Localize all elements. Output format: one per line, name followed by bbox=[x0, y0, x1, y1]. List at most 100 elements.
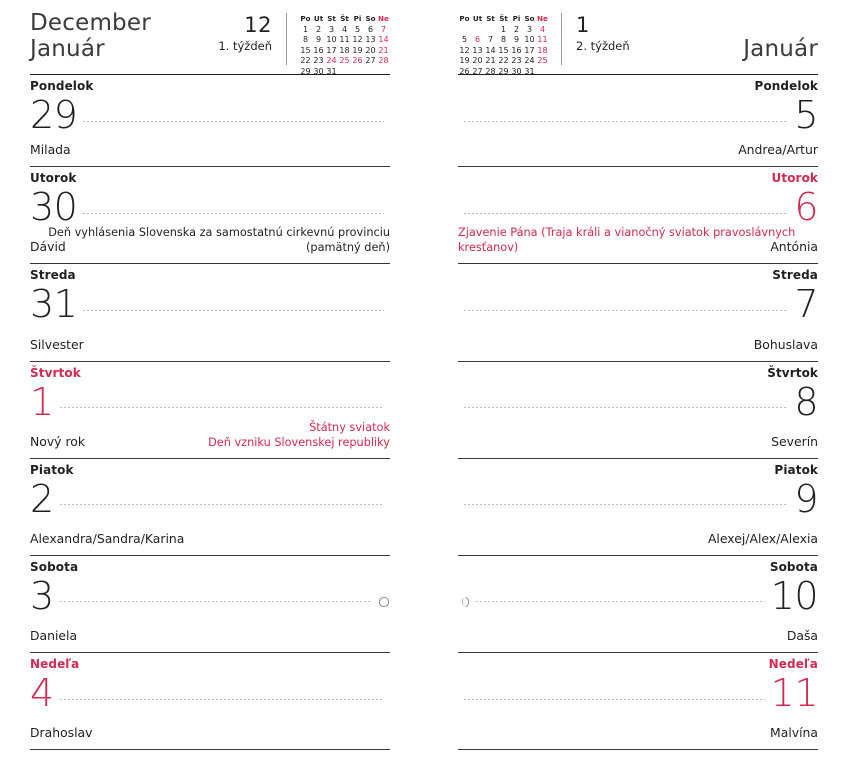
mini-day-cell[interactable]: 19 bbox=[459, 56, 470, 66]
mini-day-cell[interactable]: 31 bbox=[524, 67, 535, 77]
mini-day-cell[interactable]: 8 bbox=[500, 35, 507, 45]
writing-line[interactable] bbox=[464, 698, 765, 700]
day-weekday: Piatok bbox=[30, 462, 74, 477]
mini-day-cell[interactable]: 15 bbox=[300, 45, 311, 55]
mini-day-cell[interactable]: 24 bbox=[326, 56, 337, 66]
mini-day-cell[interactable]: 20 bbox=[472, 56, 483, 66]
day-weekday: Piatok bbox=[774, 462, 818, 477]
mini-day-cell[interactable]: 10 bbox=[524, 35, 535, 45]
mini-day-cell[interactable]: 6 bbox=[367, 24, 374, 34]
mini-day-cell[interactable]: 30 bbox=[313, 67, 324, 77]
mini-day-cell[interactable]: 25 bbox=[339, 56, 350, 66]
day-row[interactable]: Nedeľa 4 Drahoslav bbox=[30, 657, 390, 751]
mini-day-cell[interactable]: 26 bbox=[352, 56, 363, 66]
mini-day-cell[interactable]: 11 bbox=[537, 35, 548, 45]
mini-day-cell[interactable]: 31 bbox=[326, 67, 337, 77]
mini-day-cell[interactable]: 27 bbox=[365, 56, 376, 66]
writing-line[interactable] bbox=[464, 407, 789, 409]
mini-day-cell[interactable]: 5 bbox=[354, 24, 361, 34]
mini-day-cell[interactable]: 29 bbox=[498, 67, 509, 77]
mini-day-cell[interactable]: 3 bbox=[526, 24, 533, 34]
mini-day-cell[interactable]: 9 bbox=[513, 35, 520, 45]
day-row[interactable]: Štvrtok 1 Nový rok Štátny sviatok Deň vzniku… bbox=[30, 366, 390, 459]
writing-line[interactable] bbox=[464, 212, 789, 214]
day-row[interactable]: Nedeľa 11 Malvína bbox=[458, 657, 819, 751]
mini-day-cell[interactable]: 4 bbox=[539, 24, 546, 34]
day-row[interactable]: Streda 7 Bohuslava bbox=[458, 268, 818, 362]
mini-day-cell[interactable]: 28 bbox=[485, 67, 496, 77]
mini-day-cell[interactable]: 9 bbox=[315, 35, 322, 45]
writing-line[interactable] bbox=[59, 601, 372, 603]
mini-day-cell[interactable]: 19 bbox=[352, 45, 363, 55]
mini-day-cell[interactable]: 14 bbox=[485, 45, 496, 55]
writing-line[interactable] bbox=[464, 504, 789, 506]
mini-day-cell[interactable]: 27 bbox=[472, 67, 483, 77]
day-row[interactable]: Streda 31 Silvester bbox=[30, 268, 390, 362]
left-day-list: Pondelok 29 Milada Utorok 30 Dávid Deň vyhláse… bbox=[30, 74, 390, 751]
mini-day-cell[interactable]: 17 bbox=[524, 45, 535, 55]
mini-day-cell[interactable] bbox=[484, 25, 497, 36]
day-row[interactable]: Sobota 3 Daniela bbox=[30, 560, 390, 654]
writing-line[interactable] bbox=[59, 407, 384, 409]
mini-day-cell[interactable] bbox=[458, 25, 471, 36]
day-row[interactable]: Piatok 2 Alexandra/Sandra/Karina bbox=[30, 463, 390, 556]
day-row[interactable]: Piatok 9 Alexej/Alex/Alexia bbox=[458, 463, 818, 556]
day-number-line: 29 bbox=[30, 91, 390, 139]
mini-day-cell[interactable]: 7 bbox=[487, 35, 494, 45]
mini-day-cell[interactable]: 18 bbox=[537, 45, 548, 55]
mini-day-cell[interactable]: 23 bbox=[313, 56, 324, 66]
day-row[interactable]: Štvrtok 8 Severín bbox=[458, 366, 818, 459]
mini-day-cell[interactable]: 12 bbox=[459, 45, 470, 55]
mini-day-cell[interactable]: 22 bbox=[498, 56, 509, 66]
mini-day-cell[interactable]: 14 bbox=[378, 35, 389, 45]
mini-day-cell[interactable]: 30 bbox=[511, 67, 522, 77]
day-row[interactable]: Sobota 10 Daša bbox=[458, 560, 819, 654]
mini-day-cell[interactable]: 11 bbox=[339, 35, 350, 45]
writing-line[interactable] bbox=[464, 120, 789, 122]
writing-line[interactable] bbox=[59, 698, 384, 700]
mini-day-cell[interactable]: 29 bbox=[300, 67, 311, 77]
day-row[interactable]: Pondelok 29 Milada bbox=[30, 74, 390, 168]
day-number: 9 bbox=[794, 476, 818, 521]
mini-day-cell[interactable]: 4 bbox=[341, 24, 348, 34]
mini-day-cell[interactable]: 21 bbox=[485, 56, 496, 66]
mini-day-cell[interactable]: 8 bbox=[302, 35, 309, 45]
mini-day-cell[interactable]: 5 bbox=[461, 35, 468, 45]
writing-line[interactable] bbox=[83, 309, 384, 311]
mini-day-cell[interactable]: 13 bbox=[472, 45, 483, 55]
mini-day-cell[interactable]: 2 bbox=[513, 24, 520, 34]
mini-day-cell[interactable]: 1 bbox=[500, 24, 507, 34]
mini-day-cell[interactable]: 18 bbox=[339, 45, 350, 55]
mini-day-cell[interactable]: 1 bbox=[302, 24, 309, 34]
mini-day-cell[interactable]: 24 bbox=[524, 56, 535, 66]
mini-day-cell[interactable] bbox=[471, 25, 484, 36]
mini-day-cell[interactable]: 22 bbox=[300, 56, 311, 66]
mini-day-cell[interactable]: 21 bbox=[378, 45, 389, 55]
day-weekday: Nedeľa bbox=[768, 657, 818, 672]
mini-day-cell[interactable]: 20 bbox=[365, 45, 376, 55]
header-divider-right bbox=[561, 13, 562, 65]
mini-day-cell[interactable]: 2 bbox=[315, 24, 322, 34]
writing-line[interactable] bbox=[464, 309, 789, 311]
mini-day-cell[interactable]: 7 bbox=[380, 24, 387, 34]
mini-day-cell[interactable]: 3 bbox=[328, 24, 335, 34]
writing-line[interactable] bbox=[476, 601, 765, 603]
mini-day-cell[interactable]: 15 bbox=[498, 45, 509, 55]
mini-day-cell[interactable]: 16 bbox=[313, 45, 324, 55]
mini-day-cell[interactable]: 26 bbox=[459, 67, 470, 77]
mini-day-cell[interactable]: 16 bbox=[511, 45, 522, 55]
day-row[interactable]: Utorok 30 Dávid Deň vyhlásenia Slovenska za… bbox=[30, 171, 390, 265]
writing-line[interactable] bbox=[83, 212, 384, 214]
day-row[interactable]: Utorok 6 Antónia Zjavenie Pána (Traja králi… bbox=[458, 171, 818, 265]
writing-line[interactable] bbox=[59, 504, 384, 506]
writing-line[interactable] bbox=[83, 120, 384, 122]
mini-day-cell[interactable]: 6 bbox=[474, 35, 481, 45]
mini-day-cell[interactable]: 13 bbox=[365, 35, 376, 45]
mini-day-cell[interactable]: 12 bbox=[352, 35, 363, 45]
day-row[interactable]: Pondelok 5 Andrea/Artur bbox=[458, 74, 818, 168]
mini-day-cell[interactable]: 23 bbox=[511, 56, 522, 66]
mini-day-cell[interactable]: 17 bbox=[326, 45, 337, 55]
mini-day-cell[interactable]: 25 bbox=[537, 56, 548, 66]
mini-day-cell[interactable]: 10 bbox=[326, 35, 337, 45]
mini-day-cell[interactable]: 28 bbox=[378, 56, 389, 66]
